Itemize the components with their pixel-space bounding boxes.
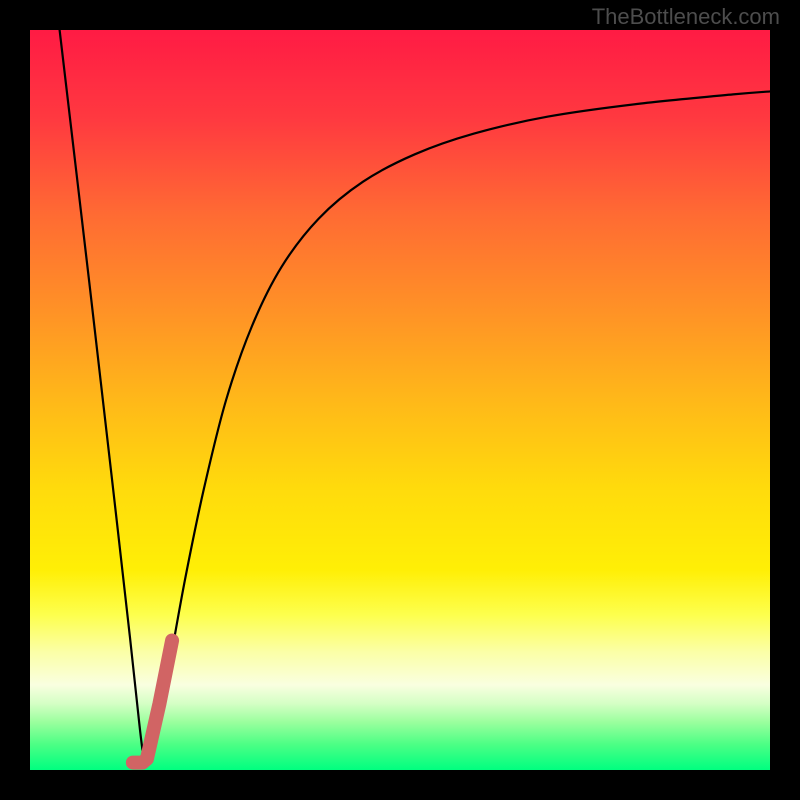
chart-svg <box>30 30 770 770</box>
chart-plot-area <box>30 30 770 770</box>
chart-background <box>30 30 770 770</box>
watermark-text: TheBottleneck.com <box>592 4 780 30</box>
